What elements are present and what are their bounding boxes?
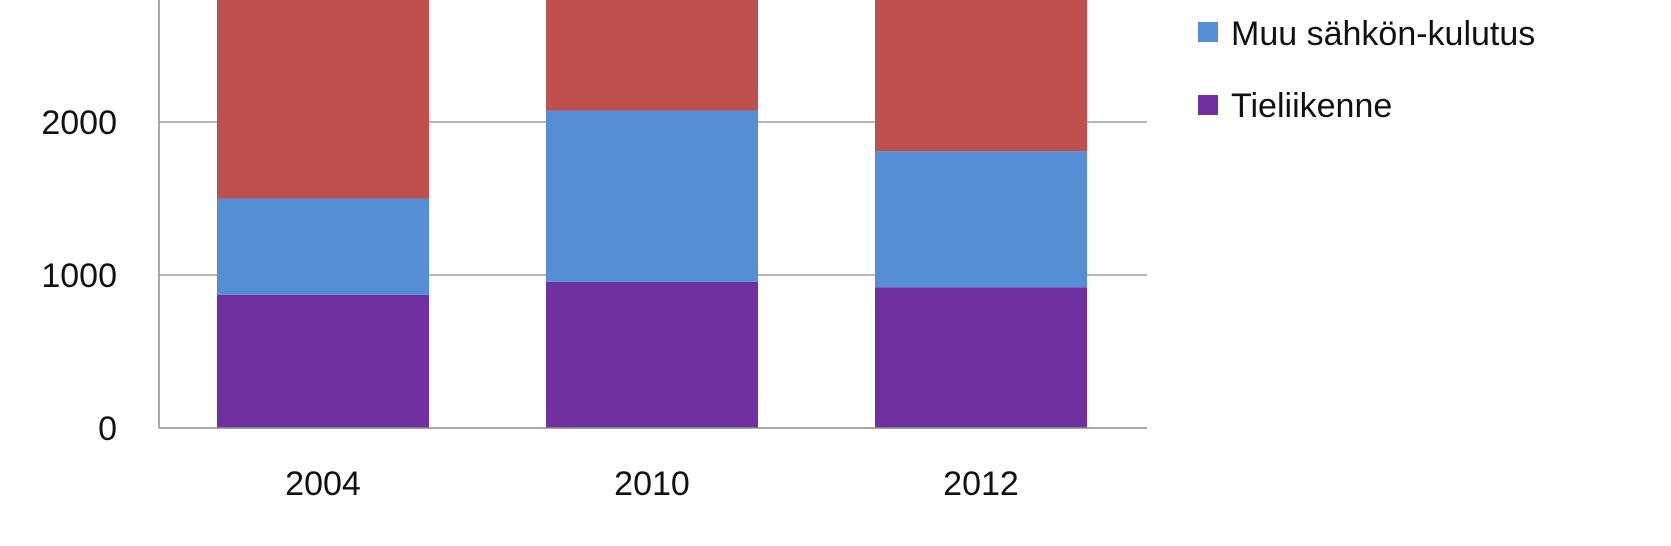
legend-label-tieliikenne: Tieliikenne xyxy=(1231,87,1392,125)
bar-segment-2010-series-0 xyxy=(546,281,758,428)
y-tick-label-1000: 1000 xyxy=(41,257,117,295)
x-category-label-2004: 2004 xyxy=(285,465,361,503)
legend-label-muu-sahkon-kulutus: Muu sähkön-kulutus xyxy=(1231,15,1535,53)
bar-segment-2010-series-2 xyxy=(546,0,758,111)
axis-layer xyxy=(158,0,1147,429)
bar-segment-2012-series-2 xyxy=(875,0,1087,152)
bar-segment-2004-series-2 xyxy=(217,0,429,199)
x-category-label-2010: 2010 xyxy=(614,465,690,503)
y-tick-label-2000: 2000 xyxy=(41,104,117,142)
x-category-labels: 2004 2010 2012 xyxy=(285,465,1019,503)
legend-swatch-muu-sahkon-kulutus xyxy=(1198,22,1218,42)
y-tick-labels: 0 1000 2000 xyxy=(41,104,117,448)
bar-segment-2004-series-0 xyxy=(217,294,429,428)
y-tick-label-0: 0 xyxy=(98,410,117,448)
legend-swatch-tieliikenne xyxy=(1198,95,1218,115)
x-category-label-2012: 2012 xyxy=(943,465,1019,503)
bar-segment-2012-series-1 xyxy=(875,151,1087,288)
bar-segment-2004-series-1 xyxy=(217,198,429,295)
bar-segment-2010-series-1 xyxy=(546,110,758,282)
bars-layer xyxy=(217,0,1087,428)
bar-segment-2012-series-0 xyxy=(875,287,1087,428)
legend: Muu sähkön-kulutus Tieliikenne xyxy=(1198,15,1535,125)
